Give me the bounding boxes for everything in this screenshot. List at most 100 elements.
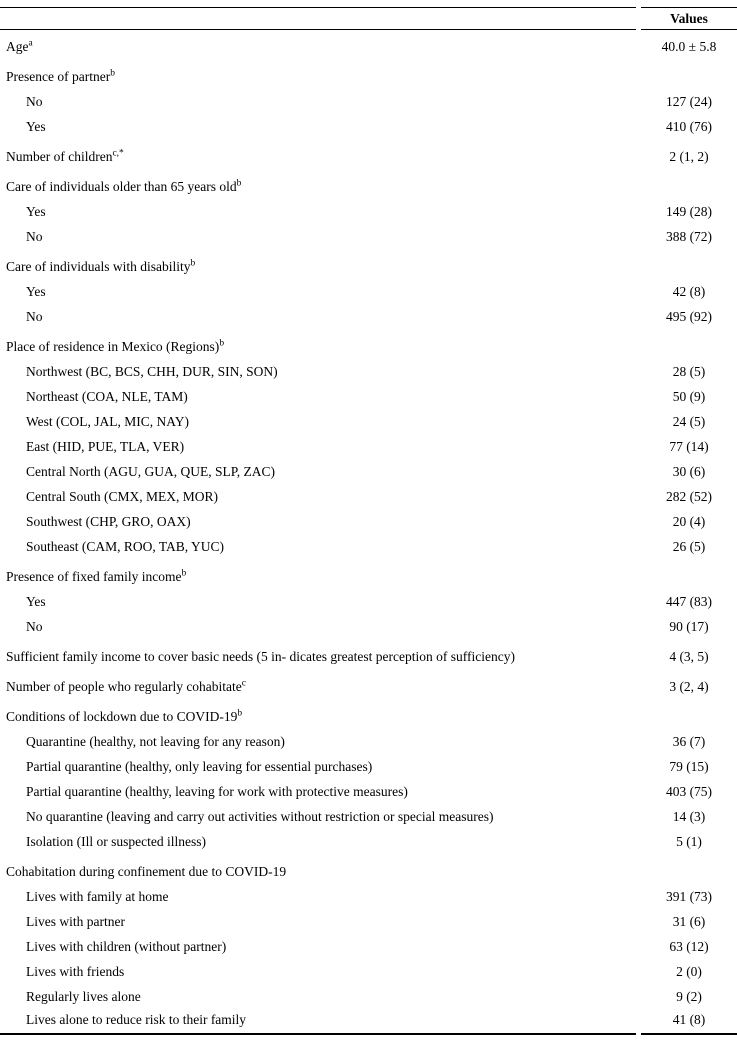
footnote-marker: b — [110, 68, 115, 79]
row-value: 2 (1, 2) — [669, 149, 709, 164]
row-label-cell: Central North (AGU, GUA, QUE, SLP, ZAC) — [0, 460, 636, 485]
row-label: Central South (CMX, MEX, MOR) — [26, 489, 218, 504]
row-value — [641, 700, 737, 730]
row-label-cell: Cohabitation during confinement due to C… — [0, 855, 636, 885]
row-value: 36 (7) — [672, 734, 706, 749]
row-label: Care of individuals with disability — [6, 259, 191, 274]
row-label: Lives with children (without partner) — [26, 939, 227, 954]
row-value: 388 (72) — [665, 229, 713, 244]
paper-page: { "header": { "values_label": "Values" }… — [0, 7, 737, 1047]
row-label-cell: Lives with partner — [0, 910, 636, 935]
table-row: Yes 42 (8) — [0, 280, 737, 305]
row-label-cell: Number of childrenc,* — [0, 140, 636, 170]
table-row: Lives with friends 2 (0) — [0, 960, 737, 985]
row-value: 30 (6) — [672, 464, 706, 479]
table-wrapper: Values Agea 40.0 ± 5.8 Presence of partner… — [0, 7, 737, 1035]
row-label: Presence of partner — [6, 69, 111, 84]
row-label-cell: Care of individuals with disabilityb — [0, 250, 636, 280]
row-label: Quarantine (healthy, not leaving for any… — [26, 734, 285, 749]
row-value: 127 (24) — [665, 94, 713, 109]
row-label-cell: Lives with friends — [0, 960, 636, 985]
row-label: Southeast (CAM, ROO, TAB, YUC) — [26, 539, 225, 554]
footnote-marker: b — [219, 338, 225, 349]
row-label: Care of individuals older than 65 years … — [6, 179, 237, 194]
table-row: No 495 (92) — [0, 305, 737, 330]
row-label: Sufficient family income to cover basic … — [6, 649, 515, 664]
row-label: Yes — [26, 204, 46, 219]
footnote-marker: c,* — [112, 148, 124, 159]
row-label-cell: Place of residence in Mexico (Regions)b — [0, 330, 636, 360]
row-label: Central North (AGU, GUA, QUE, SLP, ZAC) — [26, 464, 275, 479]
row-value: 447 (83) — [665, 594, 713, 609]
table-body: Agea 40.0 ± 5.8 Presence of partnerb No 127 … — [0, 30, 737, 1035]
row-label-cell: Northeast (COA, NLE, TAM) — [0, 385, 636, 410]
row-value: 79 (15) — [669, 759, 709, 774]
table-row: Cohabitation during confinement due to C… — [0, 855, 737, 885]
row-label: Partial quarantine (healthy, leaving for… — [26, 784, 408, 799]
table-row: East (HID, PUE, TLA, VER) 77 (14) — [0, 435, 737, 460]
values-column-header: Values — [641, 7, 737, 30]
row-value: 63 (12) — [669, 939, 709, 954]
footnote-marker: c — [241, 678, 247, 689]
row-label-cell: Presence of fixed family incomeb — [0, 560, 636, 590]
table-row: Agea 40.0 ± 5.8 — [0, 30, 737, 60]
footnote-marker: b — [190, 258, 196, 269]
table-row: Lives with family at home 391 (73) — [0, 885, 737, 910]
table-row: Southeast (CAM, ROO, TAB, YUC) 26 (5) — [0, 535, 737, 560]
row-label-cell: East (HID, PUE, TLA, VER) — [0, 435, 636, 460]
table-row: Yes 447 (83) — [0, 590, 737, 615]
row-value — [641, 250, 737, 280]
row-label: Partial quarantine (healthy, only leavin… — [26, 759, 373, 774]
header-empty-cell — [0, 7, 636, 30]
table-row: Care of individuals older than 65 years … — [0, 170, 737, 200]
row-label: Northeast (COA, NLE, TAM) — [26, 389, 188, 404]
row-label-cell: No quarantine (leaving and carry out act… — [0, 805, 636, 830]
row-label-cell: Northwest (BC, BCS, CHH, DUR, SIN, SON) — [0, 360, 636, 385]
row-label-cell: Presence of partnerb — [0, 60, 636, 90]
row-value: 495 (92) — [665, 309, 713, 324]
row-label: West (COL, JAL, MIC, NAY) — [26, 414, 190, 429]
table-row: Regularly lives alone 9 (2) — [0, 985, 737, 1010]
row-value — [641, 560, 737, 590]
row-label-cell: Southwest (CHP, GRO, OAX) — [0, 510, 636, 535]
row-label-cell: Regularly lives alone — [0, 985, 636, 1010]
row-value: 40.0 ± 5.8 — [661, 39, 717, 54]
row-value: 282 (52) — [665, 489, 713, 504]
row-label: East (HID, PUE, TLA, VER) — [26, 439, 185, 454]
table-row: Quarantine (healthy, not leaving for any… — [0, 730, 737, 755]
row-label-cell: Agea — [0, 30, 636, 60]
row-label-cell: Yes — [0, 590, 636, 615]
table-row: Care of individuals with disabilityb — [0, 250, 737, 280]
row-label: Yes — [26, 594, 46, 609]
row-label-cell: Yes — [0, 200, 636, 225]
table-row: No 388 (72) — [0, 225, 737, 250]
table-row: Yes 410 (76) — [0, 115, 737, 140]
row-label-cell: Partial quarantine (healthy, leaving for… — [0, 780, 636, 805]
row-value — [641, 330, 737, 360]
row-label: Lives with friends — [26, 964, 125, 979]
row-value: 26 (5) — [672, 539, 706, 554]
row-label-cell: Partial quarantine (healthy, only leavin… — [0, 755, 636, 780]
row-label: No quarantine (leaving and carry out act… — [26, 809, 494, 824]
row-value: 77 (14) — [669, 439, 709, 454]
row-label: Lives alone to reduce risk to their fami… — [26, 1012, 247, 1027]
row-label-cell: Southeast (CAM, ROO, TAB, YUC) — [0, 535, 636, 560]
footnote-marker: a — [28, 38, 33, 49]
row-label: Lives with partner — [26, 914, 125, 929]
table-row: Northwest (BC, BCS, CHH, DUR, SIN, SON) 2… — [0, 360, 737, 385]
row-value: 90 (17) — [669, 619, 709, 634]
table-row: West (COL, JAL, MIC, NAY) 24 (5) — [0, 410, 737, 435]
row-label: Isolation (Ill or suspected illness) — [26, 834, 206, 849]
row-value: 403 (75) — [665, 784, 713, 799]
footnote-marker: b — [237, 708, 243, 719]
row-label-cell: Lives with children (without partner) — [0, 935, 636, 960]
table-row: Number of people who regularly cohabitat… — [0, 670, 737, 700]
row-label: No — [26, 309, 43, 324]
row-label-cell: Isolation (Ill or suspected illness) — [0, 830, 636, 855]
table-row: Number of childrenc,* 2 (1, 2) — [0, 140, 737, 170]
row-value: 20 (4) — [672, 514, 706, 529]
table-row: Central North (AGU, GUA, QUE, SLP, ZAC) 3… — [0, 460, 737, 485]
table-row: Isolation (Ill or suspected illness) 5 (1… — [0, 830, 737, 855]
table-row: Lives with partner 31 (6) — [0, 910, 737, 935]
descriptive-statistics-table: Values Agea 40.0 ± 5.8 Presence of partner… — [0, 7, 737, 1035]
